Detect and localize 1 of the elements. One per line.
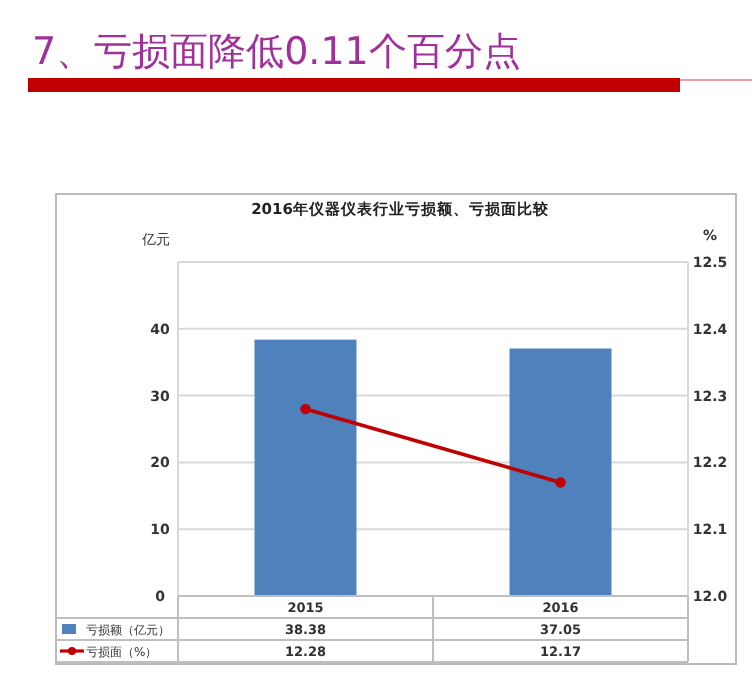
title: 7、亏损面降低0.11个百分点 (32, 30, 521, 74)
